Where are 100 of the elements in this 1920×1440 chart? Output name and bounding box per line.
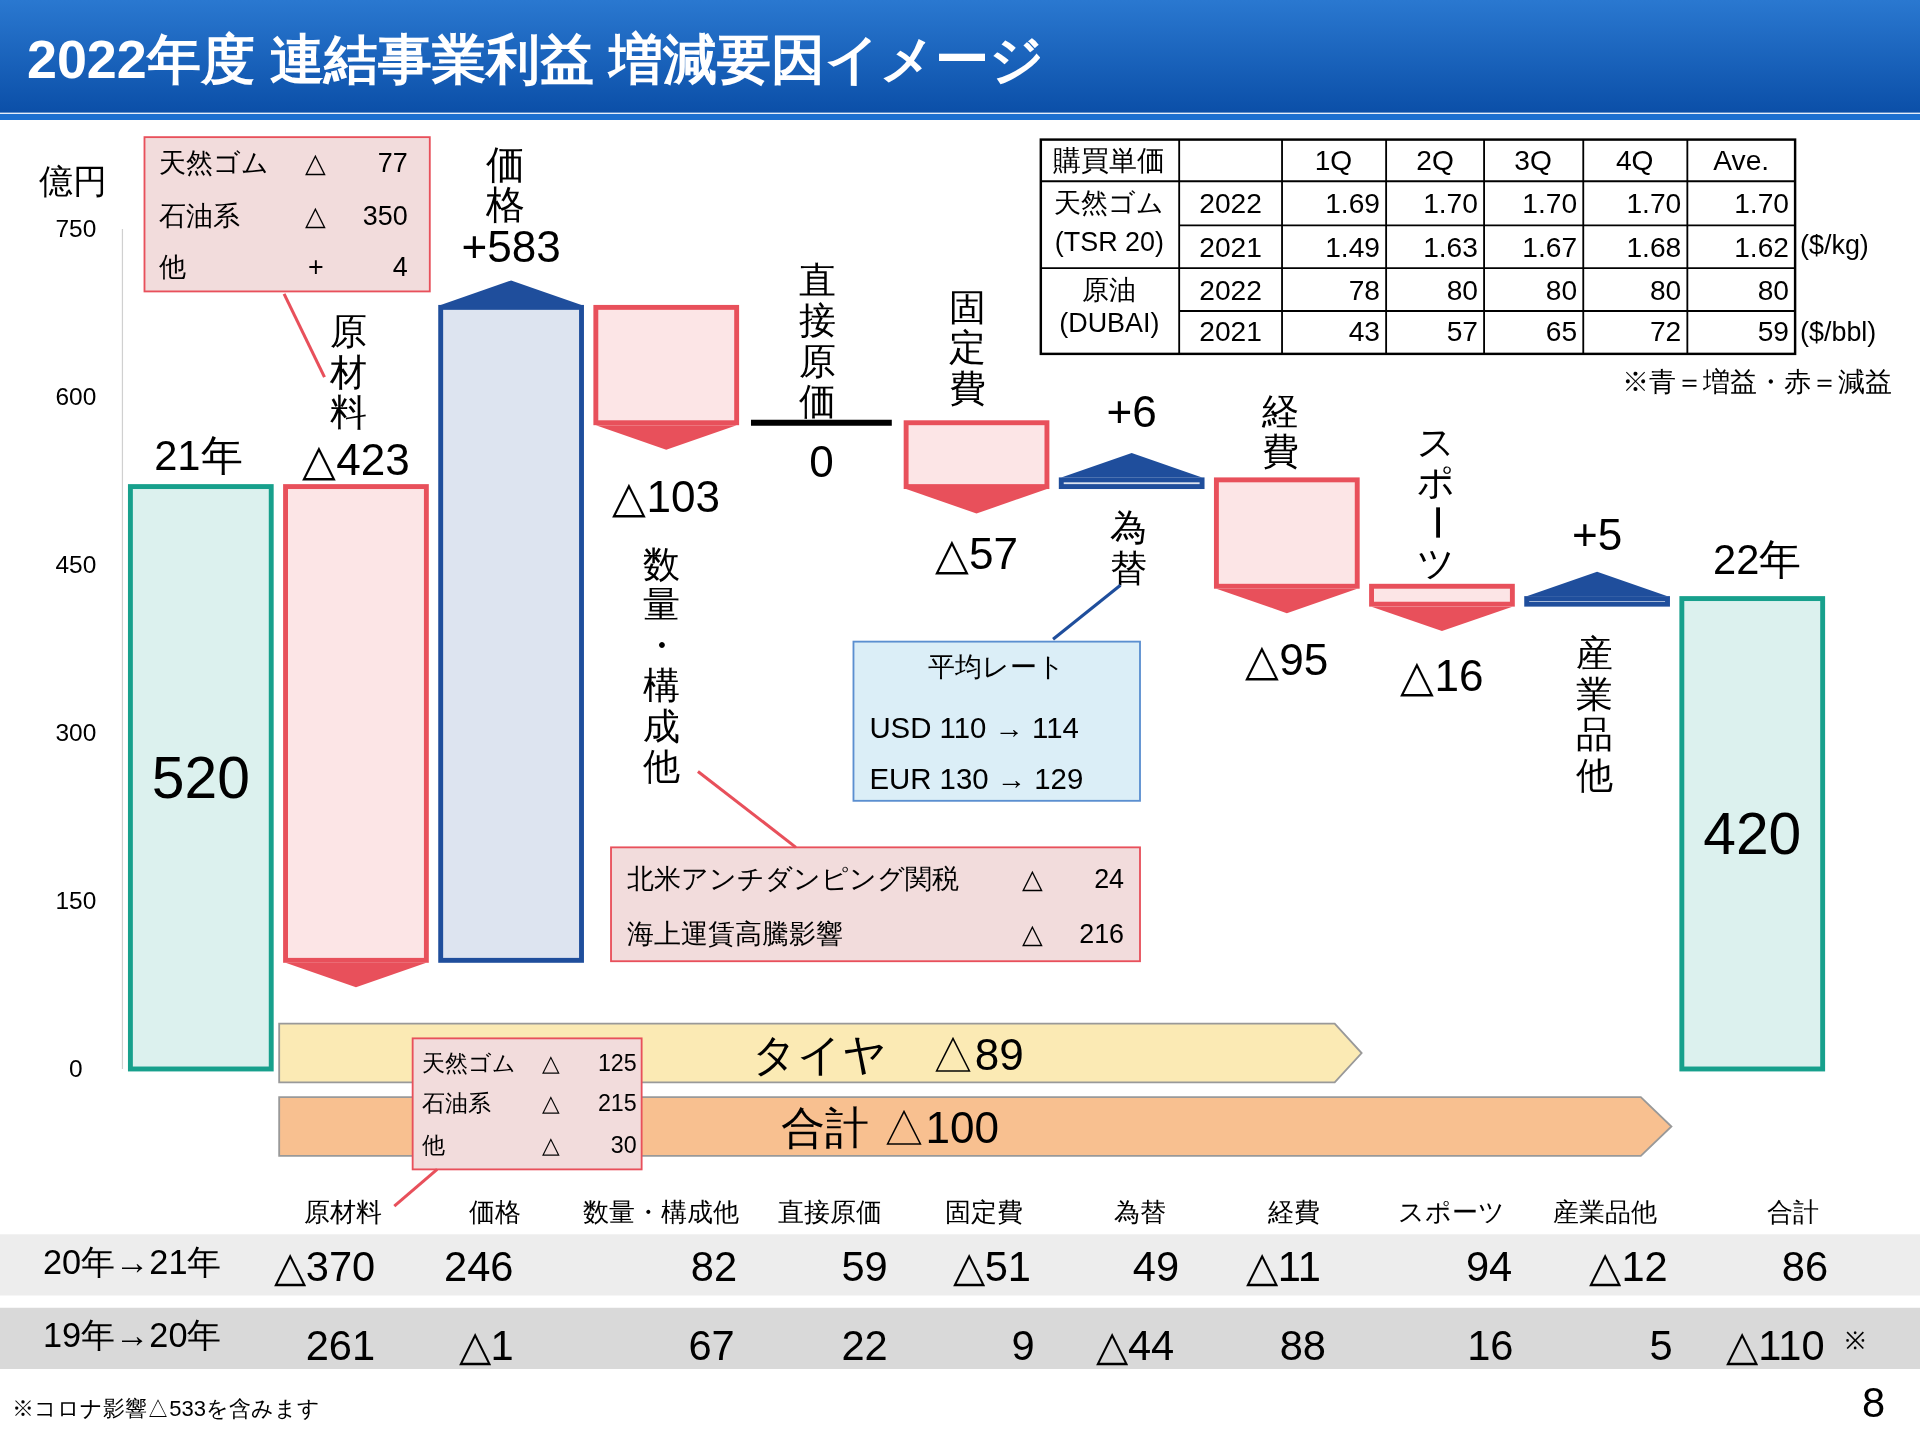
text: △51 xyxy=(952,1242,1031,1290)
x-tick-label: 原材料 xyxy=(303,1198,382,1227)
text: △ xyxy=(542,1090,561,1117)
annotation: 78 xyxy=(1348,274,1380,306)
text: 4Q xyxy=(1615,144,1654,176)
text: 2Q xyxy=(1416,144,1454,176)
annotation: (DUBAI) xyxy=(1059,308,1160,339)
y-tick-label: 600 xyxy=(55,383,97,411)
data-label: 520 xyxy=(151,745,250,811)
data-label: △16 xyxy=(1400,650,1484,700)
annotation: 平均レート xyxy=(928,652,1066,683)
text: 88 xyxy=(1279,1322,1327,1370)
annotation: △ xyxy=(305,200,327,231)
x-tick-label: 21年 xyxy=(154,432,243,480)
text: 5 xyxy=(1649,1322,1673,1370)
x-tick-label: スポーツ xyxy=(1397,1198,1505,1227)
annotation: 原油 xyxy=(1082,275,1137,306)
text: 9 xyxy=(1011,1322,1035,1370)
text: 30 xyxy=(610,1131,637,1158)
data-label: △103 xyxy=(612,471,721,521)
text: 購買単価 xyxy=(1053,144,1166,176)
annotation: 他 xyxy=(159,251,187,282)
text: 合計 xyxy=(1766,1198,1819,1227)
annotation: 1.67 xyxy=(1522,231,1578,263)
annotation: 80 xyxy=(1446,274,1478,306)
annotation: 72 xyxy=(1649,316,1682,348)
y-tick-label: 300 xyxy=(55,719,97,747)
text: 59 xyxy=(841,1242,888,1290)
x-tick-label: 固定費 xyxy=(945,1198,1024,1227)
annotation: △ xyxy=(1021,919,1043,950)
annotation: 125 xyxy=(597,1049,637,1076)
text: 1.70 xyxy=(1626,187,1682,219)
text: 22 xyxy=(841,1322,888,1370)
text: 1.70 xyxy=(1423,187,1478,219)
annotation: 57 xyxy=(1446,316,1478,348)
text: Ave. xyxy=(1713,144,1770,176)
x-tick-label: 22年 xyxy=(1712,536,1802,584)
text: 1.70 xyxy=(1522,187,1578,219)
text: 94 xyxy=(1465,1242,1513,1290)
annotation: タイヤ △89 xyxy=(751,1029,1024,1079)
annotation: 1.68 xyxy=(1626,231,1682,263)
text: 2022 xyxy=(1199,187,1262,219)
data-label: 0 xyxy=(809,437,834,487)
y-tick-label: 150 xyxy=(55,887,97,915)
annotation: 北米アンチダンピング関税 xyxy=(626,864,959,895)
chart-title: 2022年度 連結事業利益 増減要因イメージ xyxy=(26,28,1044,89)
annotation: 216 xyxy=(1079,919,1125,950)
x-tick-label: 直接原価 xyxy=(778,1198,883,1227)
text: 16 xyxy=(1467,1322,1514,1370)
data-label: 420 xyxy=(1703,801,1802,867)
annotation: 43 xyxy=(1348,316,1380,348)
x-tick-label: 産業品他 xyxy=(1553,1198,1658,1227)
annotation: ($/bbl) xyxy=(1800,316,1877,347)
text: 8 xyxy=(1861,1378,1886,1426)
data-label: △423 xyxy=(302,435,410,485)
y-tick-label: 450 xyxy=(55,551,97,579)
annotation: (TSR 20) xyxy=(1054,227,1164,258)
y-tick-label: 0 xyxy=(69,1055,83,1083)
text: 天然ゴム xyxy=(159,147,270,178)
text: △110 xyxy=(1726,1322,1825,1370)
text: △44 xyxy=(1095,1322,1175,1370)
text: 20年→21年 xyxy=(42,1243,222,1282)
annotation: △ xyxy=(542,1049,561,1076)
annotation: ※青＝増益・赤＝減益 xyxy=(1621,367,1892,398)
data-label: △95 xyxy=(1245,635,1329,685)
data-label: +5 xyxy=(1571,510,1623,560)
annotation: 59 xyxy=(1757,316,1789,348)
annotation: 80 xyxy=(1545,274,1578,306)
text: △1 xyxy=(458,1322,514,1370)
annotation: 石油系 xyxy=(159,200,241,231)
annotation: 天然ゴム xyxy=(422,1049,517,1076)
annotation: 80 xyxy=(1649,274,1682,306)
text: △ xyxy=(542,1131,561,1158)
data-label: +6 xyxy=(1106,386,1157,436)
x-tick-label: 為替 xyxy=(1114,1198,1166,1227)
annotation: 海上運賃高騰影響 xyxy=(626,919,843,950)
y-tick-label: 750 xyxy=(55,215,97,243)
text: 261 xyxy=(305,1322,376,1370)
annotation: 1.62 xyxy=(1734,231,1789,263)
text: 3Q xyxy=(1514,144,1552,176)
text: 86 xyxy=(1781,1242,1829,1290)
text: 合計 △100 xyxy=(781,1103,1000,1153)
text: 1.69 xyxy=(1325,187,1380,219)
annotation: 2021 xyxy=(1199,231,1262,263)
annotation: 65 xyxy=(1545,316,1578,348)
y-axis-title: 億円 xyxy=(39,162,108,201)
text: 天然ゴム xyxy=(1054,188,1165,219)
annotation: ($/kg) xyxy=(1800,229,1869,260)
text: 67 xyxy=(688,1322,735,1370)
text: △11 xyxy=(1245,1242,1321,1290)
annotation: 2022 xyxy=(1199,274,1262,306)
annotation: USD 110 → 114 xyxy=(869,710,1079,744)
text: △370 xyxy=(273,1242,376,1290)
text: 1Q xyxy=(1314,144,1353,176)
text: ※コロナ影響△533を含みます xyxy=(12,1395,321,1421)
x-tick-label: 価格 xyxy=(468,1198,521,1227)
text: 215 xyxy=(597,1090,637,1117)
text: 77 xyxy=(377,147,408,178)
data-label: △57 xyxy=(935,529,1019,579)
annotation: 1.49 xyxy=(1325,231,1380,263)
